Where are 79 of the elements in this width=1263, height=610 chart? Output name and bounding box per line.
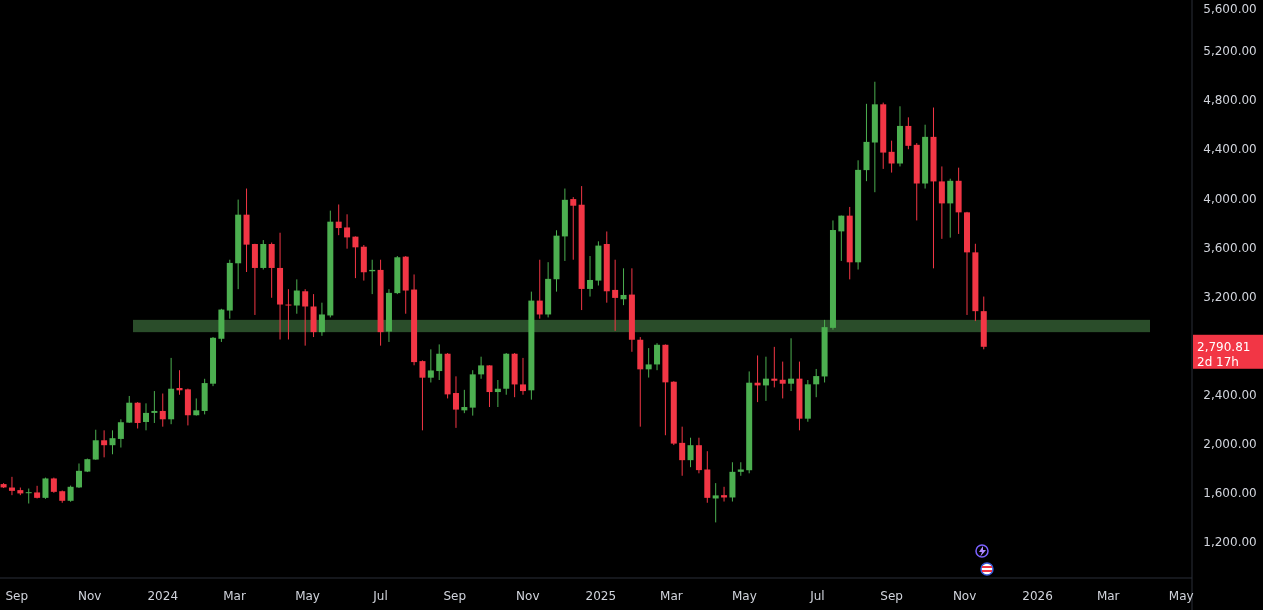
candlestick (134, 401, 141, 429)
candlestick (712, 482, 719, 523)
y-tick-label: 1,200.00 (1203, 535, 1257, 550)
candlestick (34, 485, 41, 499)
candlestick (947, 178, 954, 239)
candlestick (436, 343, 443, 381)
x-tick-label: Jul (372, 589, 388, 604)
x-tick-label: Nov (516, 589, 540, 604)
candlestick (536, 259, 543, 320)
candlestick (101, 429, 108, 458)
candlestick (938, 165, 945, 240)
candlestick (302, 288, 309, 347)
x-tick-label: Mar (1096, 589, 1120, 604)
candlestick (779, 361, 786, 399)
candlestick (268, 242, 275, 299)
candlestick (520, 357, 526, 396)
candlestick (92, 429, 99, 461)
x-tick-label: Nov (952, 589, 977, 604)
candlestick (687, 437, 694, 468)
x-tick-label: Nov (78, 589, 102, 604)
candlestick (344, 213, 351, 250)
candlestick (654, 342, 661, 371)
candlestick (645, 347, 652, 379)
candlestick (461, 389, 468, 414)
candlestick (151, 390, 158, 424)
x-tick-label: 2024 (147, 589, 179, 604)
candlestick (813, 368, 820, 398)
candlestick (318, 302, 325, 337)
candlestick (352, 235, 359, 279)
text: 2,790.81 (1197, 339, 1251, 354)
candlestick (159, 393, 166, 428)
x-tick-label: Mar (660, 589, 683, 604)
x-tick-label: May (1168, 589, 1194, 604)
candlestick (419, 359, 426, 431)
candlestick (570, 196, 577, 261)
candlestick (335, 203, 342, 236)
x-tick-label: Sep (880, 589, 903, 604)
candlestick (452, 375, 459, 429)
x-tick-label: May (732, 589, 757, 604)
x-tick-label: Jul (809, 589, 825, 604)
candlestick (117, 418, 124, 449)
text: 2d 17h (1197, 354, 1239, 369)
candlestick (905, 116, 912, 150)
x-tick-label: Sep (443, 589, 467, 604)
x-tick-label: Sep (5, 589, 29, 604)
candlestick (143, 402, 150, 431)
y-tick-label: 4,000.00 (1203, 191, 1257, 206)
x-tick-label: Mar (223, 589, 246, 604)
candlestick (612, 259, 619, 332)
x-tick-label: 2025 (585, 589, 617, 604)
candlestick (109, 429, 116, 455)
x-tick-label: 2026 (1022, 589, 1053, 604)
y-tick-label: 4,800.00 (1203, 93, 1257, 108)
candlestick (679, 426, 686, 477)
y-tick-label: 2,400.00 (1203, 387, 1257, 402)
y-tick-label: 5,200.00 (1203, 44, 1257, 59)
y-tick-label: 1,600.00 (1203, 486, 1257, 501)
candlestick (8, 476, 15, 496)
candlestick (75, 462, 82, 489)
candlestick (838, 215, 845, 262)
candlestick (126, 395, 133, 424)
y-tick-label: 3,600.00 (1203, 240, 1257, 255)
candlestick (478, 356, 485, 380)
candlestick (771, 346, 778, 388)
y-tick-label: 3,200.00 (1203, 289, 1257, 304)
candlestick (494, 379, 501, 408)
y-tick-label: 2,000.00 (1203, 437, 1257, 452)
candlestick (888, 140, 895, 174)
y-tick-label: 5,600.00 (1203, 2, 1257, 17)
candlestick (260, 239, 267, 271)
y-tick-label: 4,400.00 (1203, 142, 1257, 157)
x-tick-label: May (295, 589, 320, 604)
candlestick (427, 348, 434, 383)
candlestick (587, 255, 594, 298)
candlestick (620, 267, 627, 306)
candlestick (788, 337, 795, 392)
candlestick (293, 278, 300, 315)
candlestick (251, 243, 258, 316)
candlestick (285, 288, 292, 341)
